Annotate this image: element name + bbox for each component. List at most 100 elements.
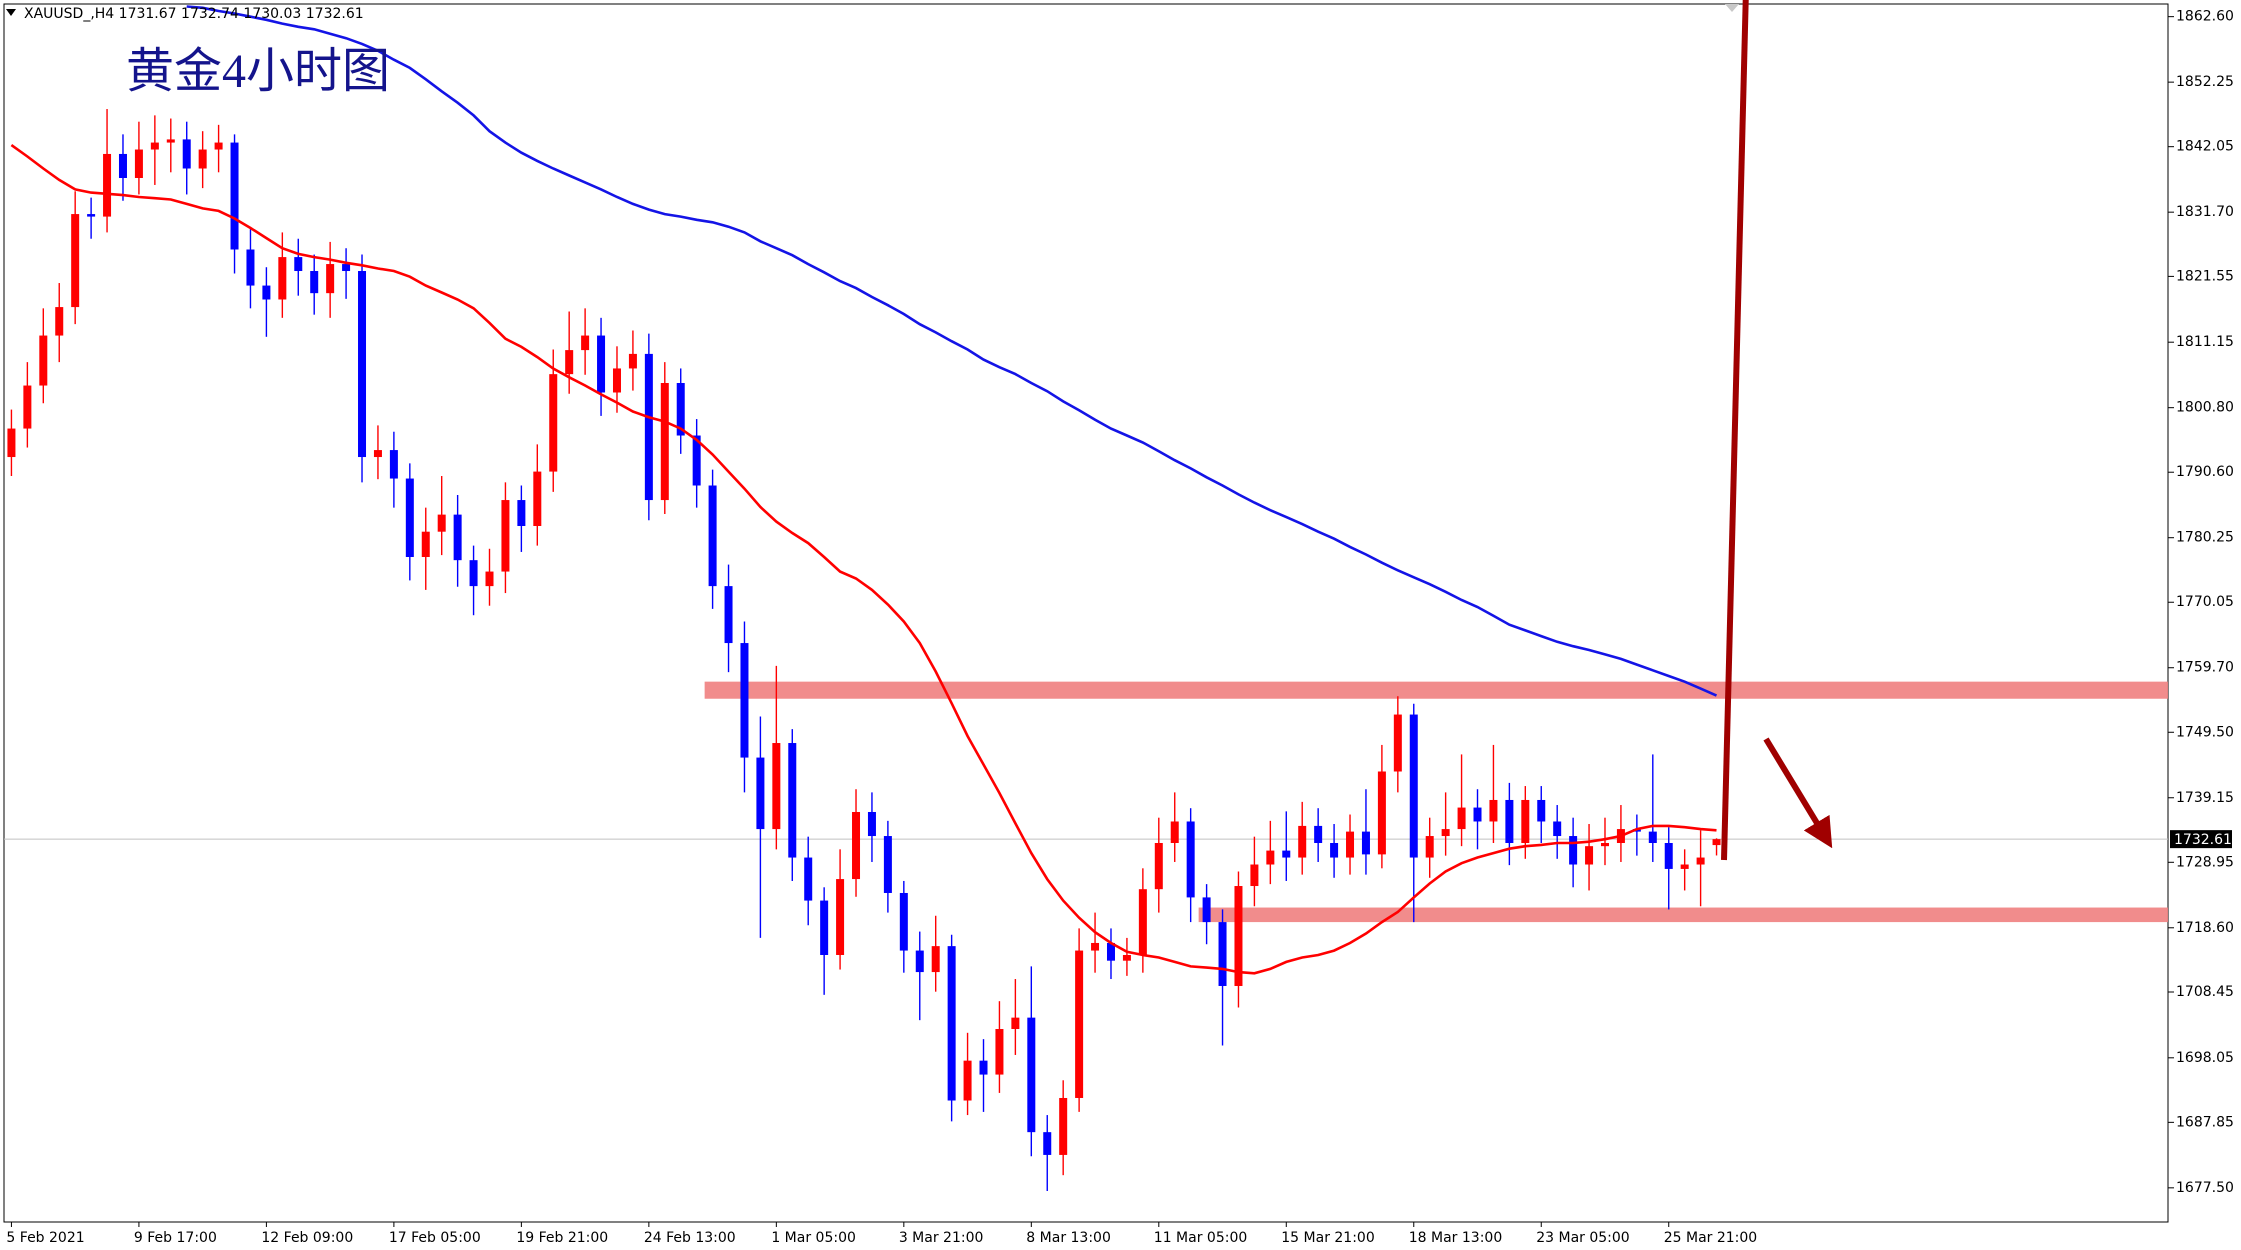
candle-body (103, 153, 112, 217)
candle-body (294, 257, 303, 272)
candle-body (55, 307, 64, 336)
candle-body (1043, 1132, 1052, 1155)
x-tick-label: 5 Feb 2021 (6, 1230, 84, 1246)
down-arrow (1763, 737, 1833, 849)
candle-body (1218, 922, 1227, 986)
header: XAUUSD_,H4 1731.67 1732.74 1730.03 1732.… (24, 6, 364, 22)
x-tick-label: 1 Mar 05:00 (771, 1230, 856, 1246)
candle-body (676, 383, 685, 436)
y-tick-label: 1739.15 (2176, 790, 2234, 806)
candle-body (453, 514, 462, 561)
candle-body (1521, 799, 1530, 843)
x-tick-label: 19 Feb 21:00 (516, 1230, 608, 1246)
candle-body (421, 531, 430, 558)
candle-body (549, 374, 558, 472)
candle-body (756, 757, 765, 830)
candle-body (836, 879, 845, 955)
candle-body (1202, 897, 1211, 923)
candle-body (182, 139, 191, 169)
candle-body (39, 335, 48, 386)
chart-title: 黄金4小时图 (126, 45, 390, 98)
candle-body (581, 335, 590, 351)
candle-body (358, 271, 367, 458)
up-arrow (1721, 0, 1749, 861)
y-tick-label: 1831.70 (2176, 204, 2234, 220)
candle-body (533, 471, 542, 526)
candle-body (1346, 831, 1355, 858)
candle-body (517, 500, 526, 526)
price-label: 1732.61 (2174, 832, 2232, 848)
candle-body (1027, 1017, 1036, 1133)
y-tick-label: 1759.70 (2176, 660, 2234, 676)
candle-body (150, 142, 159, 150)
y-tick-label: 1811.15 (2176, 334, 2234, 350)
price-label-box (2170, 830, 2232, 849)
y-tick-label: 1770.05 (2176, 594, 2234, 610)
header-high: 1732.74 (181, 6, 239, 22)
candle-body (612, 368, 621, 393)
candle-body (1377, 771, 1386, 855)
candle-body (246, 249, 255, 286)
x-tick-label: 8 Mar 13:00 (1026, 1230, 1111, 1246)
header-marker (6, 9, 16, 16)
candle-body (995, 1029, 1004, 1075)
candle-body (1441, 829, 1450, 837)
candle-body (342, 264, 351, 272)
y-tick-label: 1718.60 (2176, 920, 2234, 936)
candle-body (469, 560, 478, 587)
price-zone (1198, 907, 2168, 923)
candle-body (1569, 836, 1578, 865)
candle-body (1457, 807, 1466, 830)
candle-body (23, 385, 32, 429)
candle-body (389, 450, 398, 479)
candle-body (198, 149, 207, 169)
candle-body (597, 335, 606, 393)
candle-body (565, 350, 574, 375)
candle-body (1330, 842, 1339, 858)
candle-body (1282, 850, 1291, 858)
price-zone (704, 681, 2168, 699)
candle-body (708, 485, 717, 587)
candle-body (1091, 942, 1100, 951)
header-open: 1731.67 (119, 6, 177, 22)
candle-body (1106, 942, 1115, 961)
candle-body (262, 285, 271, 300)
candle-body (501, 500, 510, 572)
candle-body (1712, 839, 1721, 846)
candle-body (963, 1060, 972, 1101)
candle-body (772, 743, 781, 830)
candle-body (1585, 846, 1594, 865)
candle-body (1696, 857, 1705, 865)
candle-body (1664, 842, 1673, 869)
candle-body (1600, 842, 1609, 847)
candle-body (1473, 807, 1482, 822)
candle-body (852, 811, 861, 880)
candle-body (820, 900, 829, 955)
y-tick-label: 1821.55 (2176, 268, 2234, 284)
candle-body (1314, 825, 1323, 843)
y-tick-label: 1780.25 (2176, 530, 2234, 546)
candle-body (134, 149, 143, 178)
candle-body (310, 271, 319, 294)
candle-body (1059, 1097, 1068, 1155)
y-tick-label: 1677.50 (2176, 1180, 2234, 1196)
candle-body (1186, 821, 1195, 898)
candle-body (1553, 821, 1562, 837)
candle-body (1234, 886, 1243, 986)
candle-body (87, 214, 96, 217)
candle-body (1409, 714, 1418, 858)
y-tick-label: 1842.05 (2176, 139, 2234, 155)
zones (704, 681, 2168, 923)
candle-body (883, 836, 892, 893)
candle-body (740, 643, 749, 758)
y-tick-label: 1749.50 (2176, 724, 2234, 740)
candle-body (214, 142, 223, 150)
candle-body (405, 478, 414, 558)
candle-body (1250, 864, 1259, 887)
candle-body (71, 214, 80, 308)
candle-body (692, 435, 701, 486)
candle-body (1680, 864, 1689, 869)
candle-body (947, 946, 956, 1101)
header-close: 1732.61 (306, 6, 364, 22)
